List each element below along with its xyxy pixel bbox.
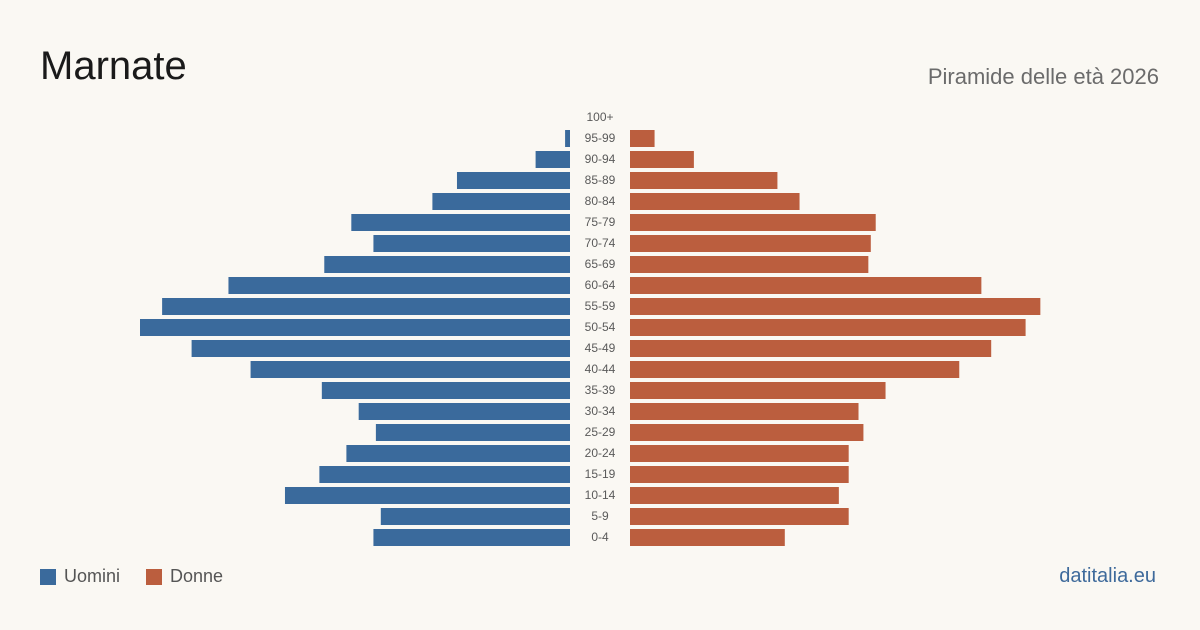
- bar-men-85-89: [456, 172, 570, 189]
- legend-item-men: Uomini: [40, 566, 120, 587]
- bar-women-20-24: [630, 445, 849, 462]
- age-label-70-74: 70-74: [585, 236, 616, 250]
- bar-women-15-19: [630, 466, 849, 483]
- age-label-45-49: 45-49: [585, 341, 616, 355]
- bar-men-5-9: [380, 508, 570, 525]
- bar-women-65-69: [630, 256, 869, 273]
- source-link[interactable]: datitalia.eu: [1059, 565, 1156, 587]
- legend: Uomini Donne: [40, 566, 249, 587]
- bar-women-50-54: [630, 319, 1026, 336]
- bar-men-30-34: [358, 403, 570, 420]
- bar-men-55-59: [162, 298, 570, 315]
- bar-men-75-79: [351, 214, 570, 231]
- bar-men-20-24: [346, 445, 570, 462]
- age-label-30-34: 30-34: [585, 404, 616, 418]
- age-label-85-89: 85-89: [585, 173, 616, 187]
- bar-women-75-79: [630, 214, 876, 231]
- bar-men-10-14: [284, 487, 570, 504]
- bar-women-0-4: [630, 529, 785, 546]
- bar-women-90-94: [630, 151, 694, 168]
- bar-men-25-29: [375, 424, 570, 441]
- bar-men-35-39: [321, 382, 570, 399]
- bar-men-95-99: [565, 130, 570, 147]
- bar-women-70-74: [630, 235, 871, 252]
- bar-women-5-9: [630, 508, 849, 525]
- bar-men-40-44: [250, 361, 571, 378]
- age-label-80-84: 80-84: [585, 194, 616, 208]
- bar-men-65-69: [324, 256, 570, 273]
- bar-women-85-89: [630, 172, 778, 189]
- legend-label-women: Donne: [170, 566, 224, 586]
- age-label-95-99: 95-99: [585, 131, 616, 145]
- bar-women-95-99: [630, 130, 655, 147]
- age-label-50-54: 50-54: [585, 320, 616, 334]
- legend-item-women: Donne: [146, 566, 223, 587]
- bar-men-80-84: [432, 193, 570, 210]
- age-label-90-94: 90-94: [585, 152, 616, 166]
- bar-men-15-19: [319, 466, 570, 483]
- bar-men-90-94: [535, 151, 570, 168]
- bar-women-80-84: [630, 193, 800, 210]
- bar-women-25-29: [630, 424, 864, 441]
- legend-label-men: Uomini: [64, 566, 121, 586]
- bar-women-30-34: [630, 403, 859, 420]
- bar-women-45-49: [630, 340, 992, 357]
- bar-men-45-49: [191, 340, 570, 357]
- bar-men-60-64: [228, 277, 570, 294]
- legend-swatch-women: [146, 568, 163, 585]
- age-label-60-64: 60-64: [585, 278, 616, 292]
- age-label-25-29: 25-29: [585, 425, 616, 439]
- bar-women-60-64: [630, 277, 982, 294]
- age-label-55-59: 55-59: [585, 299, 616, 313]
- bar-women-55-59: [630, 298, 1041, 315]
- bar-men-0-4: [373, 529, 570, 546]
- age-label-75-79: 75-79: [585, 215, 616, 229]
- age-label-0-4: 0-4: [591, 530, 609, 544]
- bar-men-50-54: [140, 319, 570, 336]
- bar-women-35-39: [630, 382, 886, 399]
- age-label-15-19: 15-19: [585, 467, 616, 481]
- page-title: Marnate: [40, 44, 187, 88]
- chart-subtitle: Piramide delle età 2026: [927, 64, 1159, 89]
- age-label-65-69: 65-69: [585, 257, 616, 271]
- age-label-100-: 100+: [586, 110, 613, 124]
- legend-swatch-men: [40, 568, 56, 585]
- bar-women-10-14: [630, 487, 839, 504]
- age-label-5-9: 5-9: [591, 509, 609, 523]
- age-label-40-44: 40-44: [585, 362, 616, 376]
- age-label-35-39: 35-39: [585, 383, 616, 397]
- age-label-20-24: 20-24: [585, 446, 616, 460]
- bar-women-40-44: [630, 361, 960, 378]
- age-label-10-14: 10-14: [585, 488, 616, 502]
- bar-men-70-74: [373, 235, 570, 252]
